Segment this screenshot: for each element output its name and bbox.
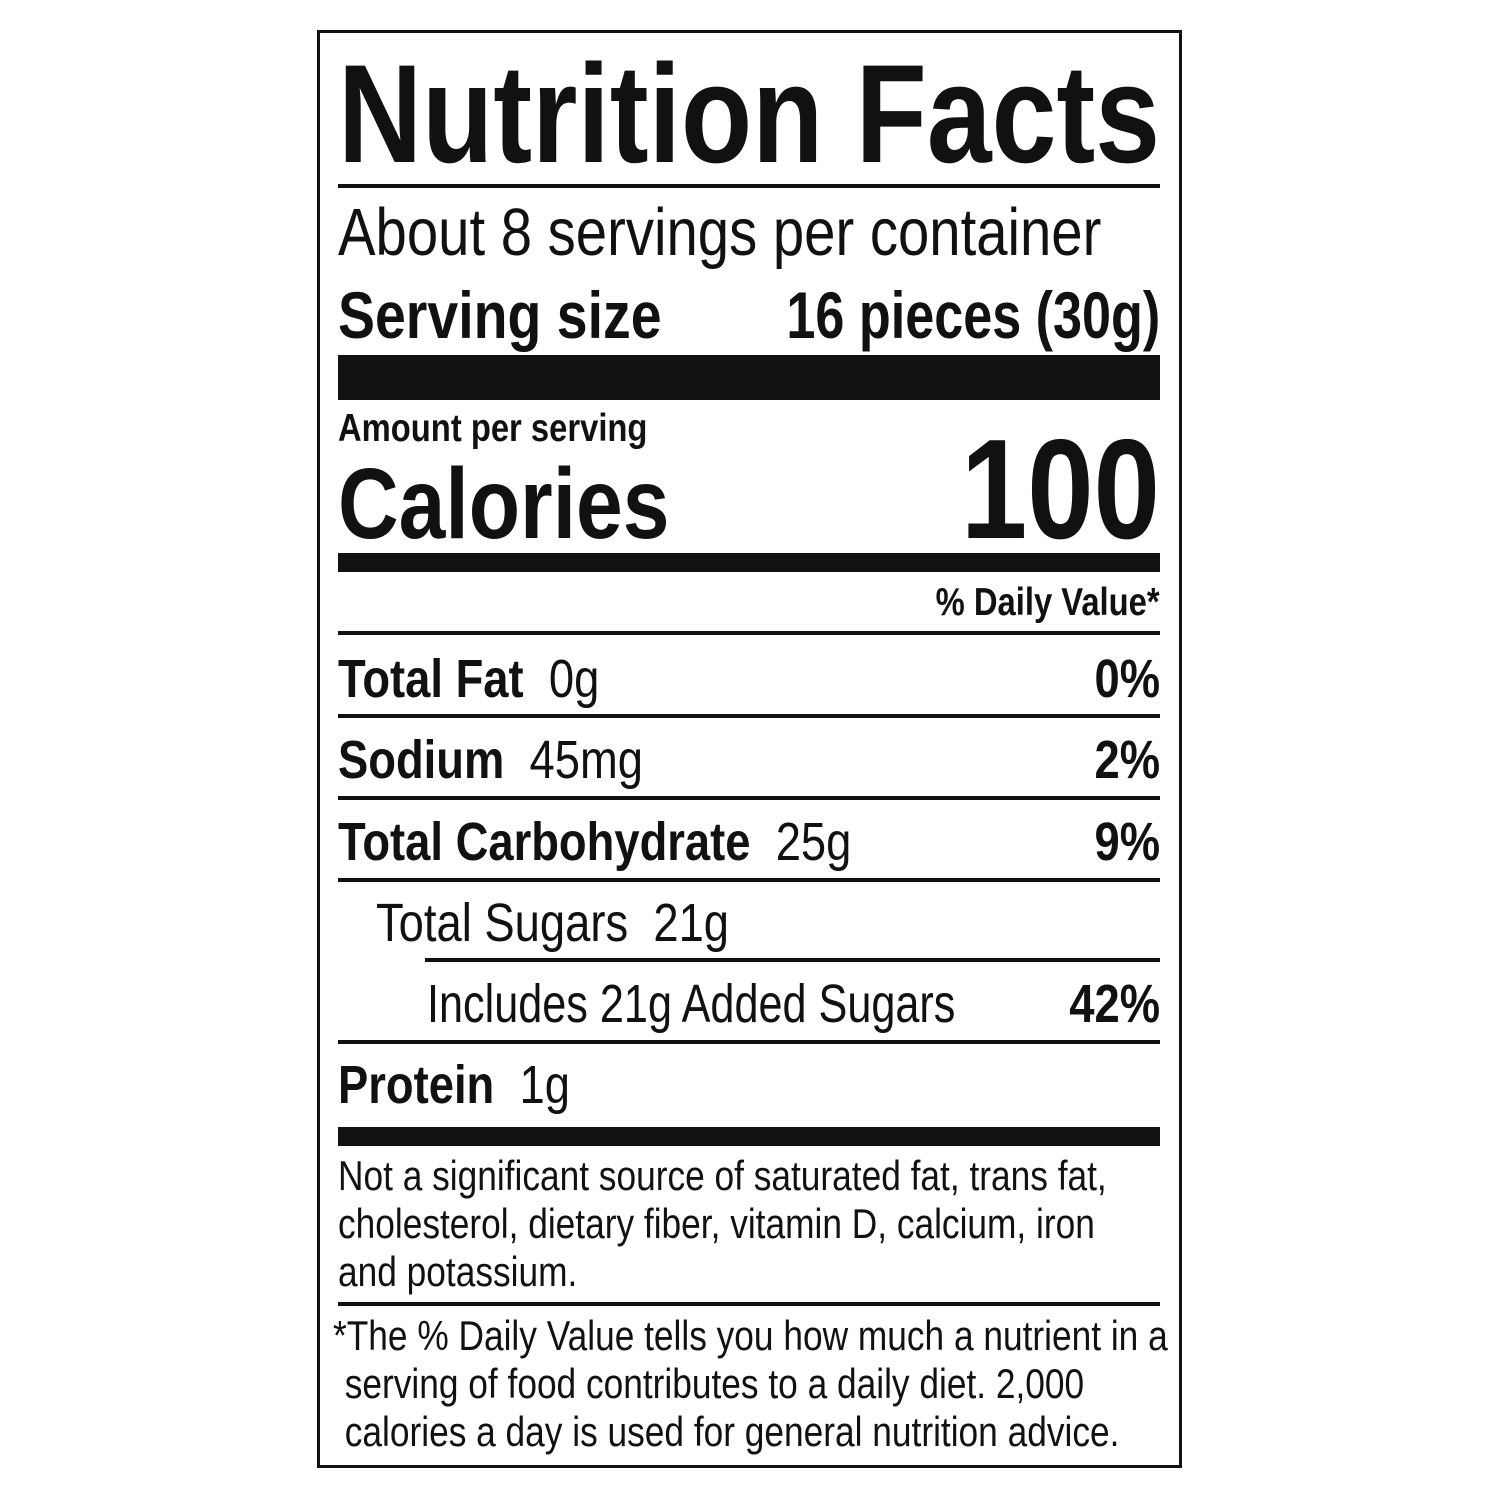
nutrient-row-protein: Protein 1g xyxy=(338,1058,570,1112)
footnote-line: serving of food contributes to a daily d… xyxy=(344,1360,1085,1407)
note-line: cholesterol, dietary fiber, vitamin D, c… xyxy=(338,1200,1095,1247)
daily-value-footnote: *The % Daily Value tells you how much a … xyxy=(333,1312,1168,1456)
medium-divider xyxy=(338,553,1160,572)
nutrient-amount: 1g xyxy=(519,1055,570,1115)
divider xyxy=(425,958,1160,962)
nutrient-amount: 0g xyxy=(548,649,600,709)
serving-size-label: Serving size xyxy=(338,278,662,352)
medium-divider xyxy=(338,1127,1160,1146)
calories-label: Calories xyxy=(338,448,670,560)
nutrient-dv: 42% xyxy=(1069,974,1160,1034)
nutrient-amount: 25g xyxy=(775,812,852,872)
nutrient-row-total-sugars: Total Sugars 21g xyxy=(376,896,729,950)
nutrient-amount: 45mg xyxy=(529,730,644,790)
nutrient-row-sodium: Sodium 45mg xyxy=(338,733,643,787)
nutrient-dv: 9% xyxy=(1094,812,1160,872)
nutrient-name: Total Carbohydrate xyxy=(338,812,751,872)
note-line: and potassium. xyxy=(338,1248,578,1295)
nutrient-name: Total Sugars xyxy=(376,893,629,953)
nutrient-name: Protein xyxy=(338,1055,495,1115)
divider xyxy=(338,1040,1160,1044)
divider xyxy=(338,796,1160,800)
nutrient-dv: 2% xyxy=(1094,730,1160,790)
nutrient-name: Total Fat xyxy=(338,649,524,709)
note-line: Not a significant source of saturated fa… xyxy=(338,1152,1107,1199)
footnote-line: calories a day is used for general nutri… xyxy=(344,1408,1120,1455)
divider xyxy=(338,714,1160,718)
daily-value-header: % Daily Value* xyxy=(936,581,1160,624)
calories-value: 100 xyxy=(960,410,1160,569)
divider xyxy=(338,184,1160,188)
not-significant-note: Not a significant source of saturated fa… xyxy=(338,1152,1107,1296)
footnote-line: *The % Daily Value tells you how much a … xyxy=(333,1312,1168,1359)
label-title: Nutrition Facts xyxy=(338,35,1160,192)
nutrition-label-border xyxy=(317,30,1182,1468)
nutrient-dv: 0% xyxy=(1094,649,1160,709)
nutrient-name: Sodium xyxy=(338,730,505,790)
divider xyxy=(338,1302,1160,1306)
nutrient-amount: 21g xyxy=(653,893,730,953)
nutrient-row-total-carbohydrate: Total Carbohydrate 25g xyxy=(338,815,851,869)
nutrient-row-added-sugars: Includes 21g Added Sugars xyxy=(427,974,956,1034)
servings-per-container: About 8 servings per container xyxy=(338,195,1102,270)
divider xyxy=(338,631,1160,635)
divider xyxy=(338,878,1160,882)
serving-size-value: 16 pieces (30g) xyxy=(786,278,1160,352)
nutrient-row-total-fat: Total Fat 0g xyxy=(338,652,599,706)
thick-divider xyxy=(338,355,1160,400)
amount-per-serving: Amount per serving xyxy=(338,407,648,450)
